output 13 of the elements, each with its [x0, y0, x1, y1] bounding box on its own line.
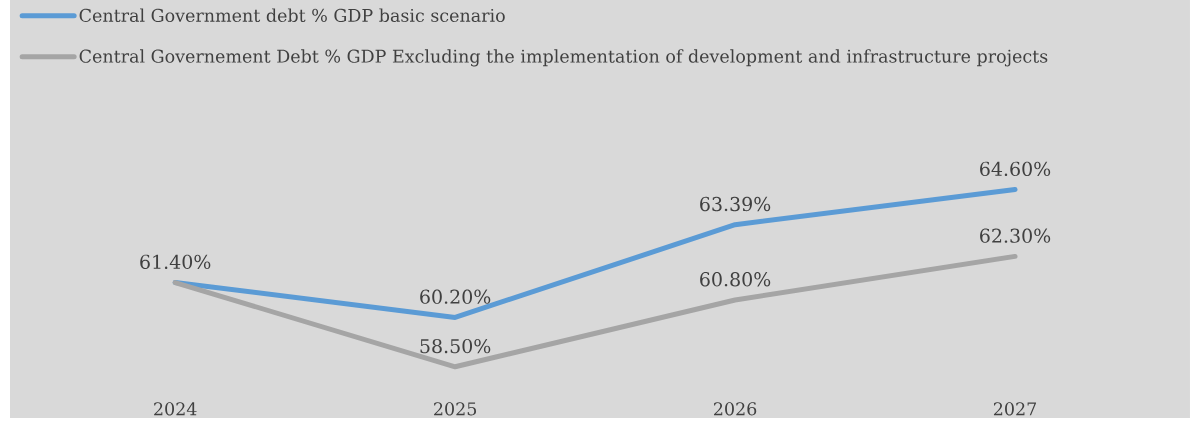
- data-label: 63.39%: [700, 196, 771, 212]
- x-tick-label: 2025: [434, 402, 477, 416]
- legend-label: Central Government debt % GDP basic scenario: [79, 8, 505, 23]
- data-label: 58.50%: [420, 338, 491, 354]
- x-tick-label: 2026: [714, 402, 757, 416]
- data-label: 60.20%: [420, 289, 491, 304]
- legend-label: Central Governement Debt % GDP Excluding the implementation of development and infrastructure projects: [79, 49, 1048, 67]
- data-label: 60.80%: [700, 272, 771, 287]
- x-tick-label: 2024: [154, 402, 197, 416]
- data-label: 62.30%: [980, 228, 1051, 243]
- data-label: 64.60%: [980, 161, 1051, 177]
- data-label: 61.40%: [140, 254, 211, 269]
- x-tick-label: 2027: [993, 402, 1037, 416]
